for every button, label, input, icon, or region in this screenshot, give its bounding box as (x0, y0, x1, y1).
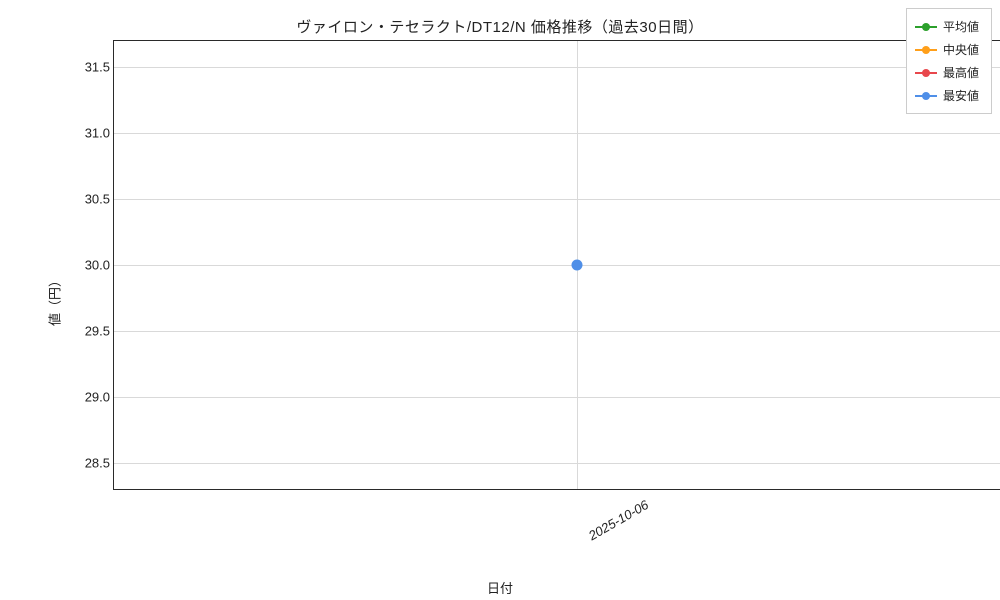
legend-swatch-median (915, 49, 937, 51)
legend-item-lowest[interactable]: 最安値 (915, 84, 979, 107)
legend-item-median[interactable]: 中央値 (915, 38, 979, 61)
legend-swatch-average (915, 26, 937, 28)
gridline-horizontal (114, 199, 1000, 200)
gridline-horizontal (114, 133, 1000, 134)
legend-label-highest: 最高値 (943, 64, 979, 81)
chart-container: ヴァイロン・テセラクト/DT12/N 価格推移（過去30日間） 31.5 31.… (0, 0, 1000, 600)
ytick-label: 30.0 (66, 258, 110, 273)
legend-label-median: 中央値 (943, 41, 979, 58)
gridline-horizontal (114, 463, 1000, 464)
ytick-label: 29.0 (66, 389, 110, 404)
legend-item-average[interactable]: 平均値 (915, 15, 979, 38)
legend-box[interactable]: 平均値 中央値 最高値 最安値 (906, 8, 992, 114)
ytick-label: 30.5 (66, 192, 110, 207)
legend-swatch-highest (915, 72, 937, 74)
gridline-horizontal (114, 265, 1000, 266)
gridline-horizontal (114, 331, 1000, 332)
legend-label-average: 平均値 (943, 18, 979, 35)
ytick-label: 29.5 (66, 323, 110, 338)
y-axis-label: 値（円） (45, 274, 64, 326)
gridline-horizontal (114, 67, 1000, 68)
ytick-label: 31.5 (66, 60, 110, 75)
chart-title: ヴァイロン・テセラクト/DT12/N 価格推移（過去30日間） (0, 16, 1000, 37)
plot-area: 31.5 31.0 30.5 30.0 29.5 29.0 28.5 2025-… (113, 40, 1000, 490)
gridline-horizontal (114, 397, 1000, 398)
ytick-label: 31.0 (66, 126, 110, 141)
xtick-label: 2025-10-06 (586, 497, 651, 543)
legend-label-lowest: 最安値 (943, 87, 979, 104)
data-point-lowest[interactable] (572, 260, 583, 271)
ytick-label: 28.5 (66, 455, 110, 470)
legend-item-highest[interactable]: 最高値 (915, 61, 979, 84)
x-axis-label: 日付 (0, 578, 1000, 597)
legend-swatch-lowest (915, 95, 937, 97)
